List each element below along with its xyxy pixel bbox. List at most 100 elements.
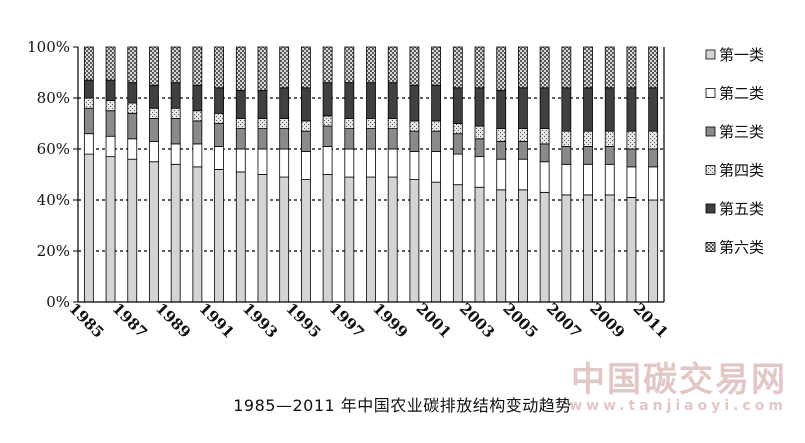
bar-segment — [474, 156, 485, 188]
bar-segment — [257, 89, 268, 119]
bar-segment — [518, 158, 528, 191]
bar-segment — [496, 140, 507, 160]
bar-segment — [300, 151, 311, 181]
bar-segment — [105, 46, 116, 81]
bar-segment — [322, 125, 333, 147]
bar-segment — [170, 118, 181, 145]
bar-segment — [518, 128, 528, 142]
bar-segment — [648, 166, 659, 201]
bar-segment — [149, 161, 159, 303]
bar-segment — [279, 176, 290, 303]
bar-segment — [539, 46, 550, 89]
bar-segment — [518, 140, 528, 160]
bar-segment — [583, 46, 593, 89]
bar-segment — [496, 189, 507, 303]
y-tick-label: 80% — [37, 89, 70, 107]
bar-segment — [583, 87, 593, 132]
bar-segment — [387, 46, 398, 84]
bar-segment — [496, 46, 507, 91]
bar-segment — [344, 82, 355, 119]
bar-segment — [322, 46, 333, 84]
bar-segment — [539, 161, 550, 193]
bar-segment — [409, 130, 420, 152]
bar-segment — [452, 46, 463, 89]
bar-segment — [149, 118, 159, 142]
bar-segment — [452, 123, 463, 135]
bar-segment — [149, 46, 159, 86]
bar-segment — [344, 118, 355, 130]
bar-segment — [83, 133, 94, 155]
bar-segment — [387, 82, 398, 119]
x-tick-label: 1985 — [65, 299, 107, 341]
bar-segment — [539, 191, 550, 303]
bar-segment — [214, 46, 224, 89]
chart-caption: 1985—2011 年中国农业碳排放结构变动趋势 — [233, 396, 572, 415]
bar-segment — [604, 130, 615, 147]
bar-segment — [83, 46, 94, 81]
bar-segment — [626, 166, 637, 198]
bar-segment — [192, 166, 203, 303]
bar-segment — [235, 171, 246, 303]
bar-segment — [474, 138, 485, 158]
bar-segment — [387, 176, 398, 303]
bar-segment — [127, 46, 138, 84]
bar-segment — [235, 148, 246, 173]
x-tick-label: 1999 — [369, 299, 411, 341]
bar-segment — [431, 181, 442, 303]
legend-swatch — [705, 242, 716, 252]
bar-segment — [366, 148, 376, 178]
bar-segment — [127, 112, 138, 140]
bar-segment — [344, 148, 355, 178]
bar-segment — [257, 46, 268, 91]
bar-segment — [192, 120, 203, 145]
bar-segment — [192, 46, 203, 86]
bar-segment — [387, 148, 398, 178]
x-tick-label: 1997 — [326, 299, 368, 341]
bar-segment — [257, 148, 268, 175]
bar-segment — [648, 46, 659, 89]
bar-segment — [561, 46, 572, 89]
bar-segment — [626, 130, 637, 150]
legend-label: 第四类 — [719, 162, 764, 180]
bar-segment — [518, 46, 528, 89]
bar-segment — [105, 79, 116, 101]
bar-segment — [105, 156, 116, 303]
bar-segment — [626, 197, 637, 303]
bar-segment — [474, 46, 485, 89]
y-tick-label: 20% — [37, 242, 70, 260]
bar-segment — [279, 87, 290, 119]
bar-segment — [105, 110, 116, 137]
bar-segment — [170, 163, 181, 303]
bar-segment — [127, 102, 138, 114]
bar-segment — [648, 199, 659, 303]
x-tick-label: 2007 — [543, 299, 585, 341]
bar-segment — [170, 107, 181, 119]
legend-swatch — [705, 126, 716, 137]
legend-swatch — [705, 203, 716, 214]
bar-segment — [583, 146, 593, 165]
x-tick-label: 2011 — [630, 299, 672, 341]
bar-segment — [539, 143, 550, 163]
bar-segment — [344, 176, 355, 303]
x-tick-label: 2005 — [499, 299, 541, 341]
x-tick-label: 2009 — [586, 299, 628, 341]
bar-segment — [214, 112, 224, 124]
bar-segment — [149, 107, 159, 119]
bar-segment — [452, 153, 463, 186]
bar-segment — [83, 153, 94, 303]
bar-segment — [431, 130, 442, 152]
bar-segment — [648, 148, 659, 168]
bar-segment — [149, 84, 159, 109]
bar-segment — [474, 87, 485, 127]
x-tick-label: 1991 — [195, 299, 237, 341]
bar-segment — [279, 46, 290, 89]
bar-segment — [496, 158, 507, 191]
bar-segment — [214, 168, 224, 303]
bar-segment — [387, 118, 398, 130]
legend-label: 第五类 — [719, 200, 764, 218]
bar-segment — [561, 163, 572, 196]
bar-segment — [300, 120, 311, 132]
bar-segment — [105, 135, 116, 158]
bar-segment — [127, 138, 138, 160]
bar-segment — [279, 148, 290, 178]
